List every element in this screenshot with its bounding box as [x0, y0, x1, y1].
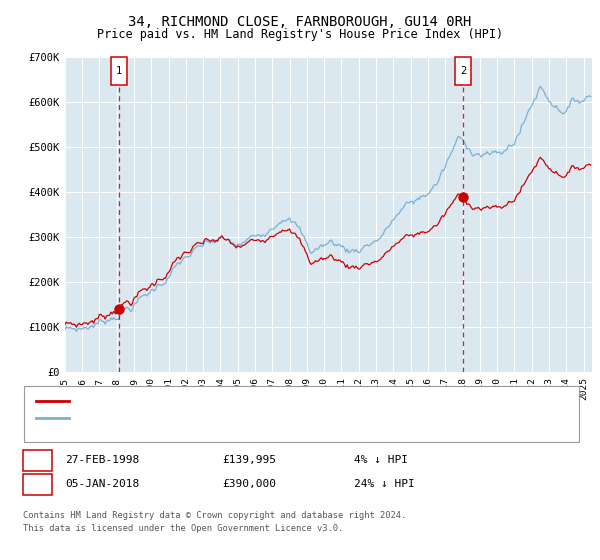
Text: 34, RICHMOND CLOSE, FARNBOROUGH, GU14 0RH: 34, RICHMOND CLOSE, FARNBOROUGH, GU14 0R…: [128, 15, 472, 29]
FancyBboxPatch shape: [455, 58, 471, 85]
Text: HPI: Average price, detached house, Rushmoor: HPI: Average price, detached house, Rush…: [73, 413, 337, 423]
Text: 1: 1: [116, 66, 122, 76]
Text: 34, RICHMOND CLOSE, FARNBOROUGH, GU14 0RH (detached house): 34, RICHMOND CLOSE, FARNBOROUGH, GU14 0R…: [73, 396, 421, 406]
Text: Price paid vs. HM Land Registry's House Price Index (HPI): Price paid vs. HM Land Registry's House …: [97, 28, 503, 41]
Text: Contains HM Land Registry data © Crown copyright and database right 2024.
This d: Contains HM Land Registry data © Crown c…: [23, 511, 406, 533]
Text: 2: 2: [34, 479, 41, 489]
Text: 05-JAN-2018: 05-JAN-2018: [65, 479, 139, 489]
Text: £139,995: £139,995: [222, 455, 276, 465]
Text: 2: 2: [460, 66, 466, 76]
Text: 1: 1: [34, 455, 41, 465]
Text: 27-FEB-1998: 27-FEB-1998: [65, 455, 139, 465]
Text: 4% ↓ HPI: 4% ↓ HPI: [354, 455, 408, 465]
FancyBboxPatch shape: [112, 58, 127, 85]
Text: £390,000: £390,000: [222, 479, 276, 489]
Text: 24% ↓ HPI: 24% ↓ HPI: [354, 479, 415, 489]
